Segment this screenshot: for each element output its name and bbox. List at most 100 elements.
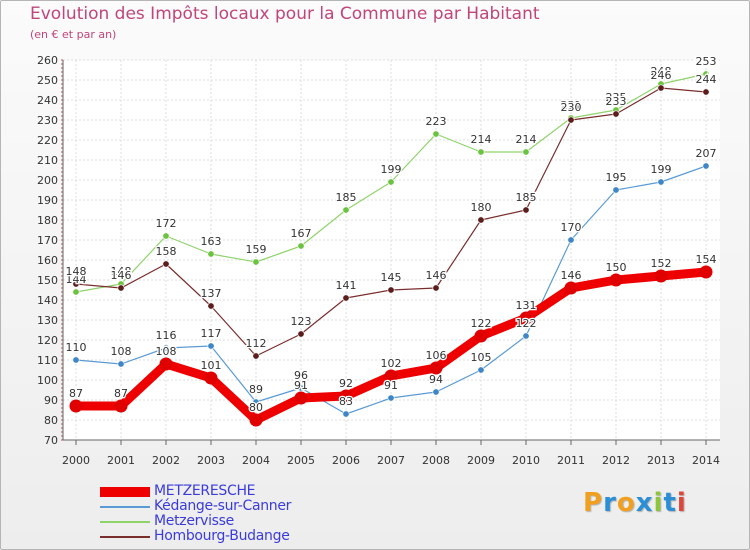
- data-point: [342, 206, 350, 214]
- data-point: [564, 281, 578, 295]
- data-point: [114, 399, 128, 413]
- brand-letter: t: [663, 488, 677, 518]
- x-tick-label: 2014: [692, 454, 720, 467]
- y-tick-label: 210: [37, 154, 58, 167]
- y-tick-label: 250: [37, 74, 58, 87]
- data-label: 158: [156, 245, 177, 258]
- data-point: [567, 116, 575, 124]
- data-point: [207, 342, 215, 350]
- data-label: 154: [696, 253, 717, 266]
- data-point: [207, 250, 215, 258]
- chart-subtitle: (en € et par an): [30, 28, 117, 41]
- data-point: [522, 148, 530, 156]
- legend-label: Kédange-sur-Canner: [154, 498, 292, 514]
- data-label: 87: [69, 387, 83, 400]
- data-label: 80: [249, 401, 263, 414]
- data-label: 146: [561, 269, 582, 282]
- y-tick-label: 160: [37, 254, 58, 267]
- legend-label: Hombourg-Budange: [154, 528, 290, 544]
- data-label: 101: [201, 359, 222, 372]
- y-tick-label: 220: [37, 134, 58, 147]
- data-label: 233: [606, 95, 627, 108]
- y-tick-label: 260: [37, 54, 58, 67]
- data-point: [339, 389, 353, 403]
- brand-letter: i: [653, 488, 664, 518]
- data-point: [207, 302, 215, 310]
- y-tick-label: 130: [37, 314, 58, 327]
- data-label: 108: [111, 345, 132, 358]
- data-point: [474, 329, 488, 343]
- y-tick-label: 120: [37, 334, 58, 347]
- data-point: [699, 265, 713, 279]
- y-tick-label: 90: [44, 394, 58, 407]
- data-label: 231: [561, 99, 582, 112]
- legend-label: METZERESCHE: [154, 483, 256, 499]
- data-point: [297, 330, 305, 338]
- legend-label: Metzervisse: [154, 513, 234, 529]
- y-tick-label: 170: [37, 234, 58, 247]
- data-label: 96: [294, 369, 308, 382]
- y-tick-label: 150: [37, 274, 58, 287]
- data-point: [297, 242, 305, 250]
- brand-letter: P: [583, 488, 604, 518]
- data-label: 167: [291, 227, 312, 240]
- data-label: 170: [561, 221, 582, 234]
- data-label: 123: [291, 315, 312, 328]
- data-point: [72, 280, 80, 288]
- data-label: 117: [201, 327, 222, 340]
- data-point: [162, 232, 170, 240]
- y-tick-label: 230: [37, 114, 58, 127]
- data-label: 91: [384, 379, 398, 392]
- data-point: [204, 371, 218, 385]
- data-label: 214: [471, 133, 492, 146]
- data-label: 159: [246, 243, 267, 256]
- data-label: 83: [339, 395, 353, 408]
- data-point: [387, 286, 395, 294]
- data-label: 146: [111, 269, 132, 282]
- data-point: [609, 273, 623, 287]
- x-tick-label: 2010: [512, 454, 540, 467]
- brand-letter: i: [676, 488, 687, 518]
- data-point: [252, 352, 260, 360]
- data-label: 89: [249, 383, 263, 396]
- data-label: 87: [114, 387, 128, 400]
- data-point: [702, 88, 710, 96]
- legend-swatch: [100, 536, 150, 538]
- x-tick-label: 2013: [647, 454, 675, 467]
- y-tick-label: 110: [37, 354, 58, 367]
- x-tick-label: 2006: [332, 454, 360, 467]
- x-tick-label: 2008: [422, 454, 450, 467]
- data-label: 112: [246, 337, 267, 350]
- data-point: [384, 369, 398, 383]
- y-tick-label: 240: [37, 94, 58, 107]
- y-tick-label: 140: [37, 294, 58, 307]
- x-tick-label: 2005: [287, 454, 315, 467]
- data-point: [612, 186, 620, 194]
- data-point: [612, 110, 620, 118]
- y-tick-label: 70: [44, 434, 58, 447]
- legend-swatch: [100, 521, 150, 523]
- data-point: [294, 391, 308, 405]
- data-label: 110: [66, 341, 87, 354]
- data-point: [249, 413, 263, 427]
- brand-letter: r: [603, 488, 617, 518]
- data-point: [657, 84, 665, 92]
- data-point: [252, 398, 260, 406]
- data-point: [69, 399, 83, 413]
- brand-logo: Proxiti: [583, 488, 687, 518]
- data-label: 150: [606, 261, 627, 274]
- data-point: [252, 258, 260, 266]
- data-label: 248: [651, 65, 672, 78]
- data-label: 148: [111, 265, 132, 278]
- data-point: [72, 288, 80, 296]
- data-point: [432, 388, 440, 396]
- data-point: [657, 178, 665, 186]
- y-tick-label: 100: [37, 374, 58, 387]
- data-point: [162, 344, 170, 352]
- data-label: 148: [66, 265, 87, 278]
- data-point: [702, 162, 710, 170]
- y-tick-label: 180: [37, 214, 58, 227]
- y-tick-label: 190: [37, 194, 58, 207]
- data-point: [387, 178, 395, 186]
